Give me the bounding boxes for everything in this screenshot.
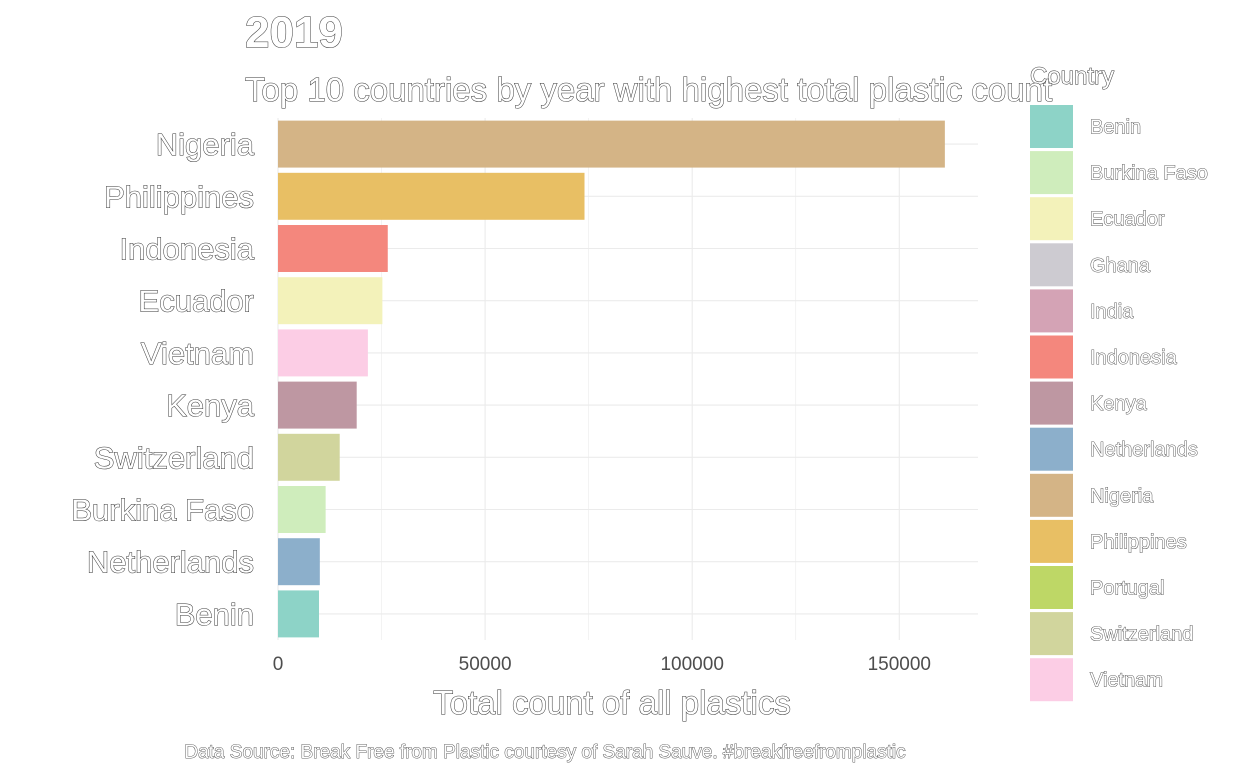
legend-item-label: Portugal xyxy=(1090,578,1165,600)
legend-swatch xyxy=(1030,197,1073,241)
legend-item-label: Kenya xyxy=(1090,393,1148,415)
legend-swatch xyxy=(1030,151,1073,195)
bar-nigeria xyxy=(278,120,945,168)
legend-item-label: Nigeria xyxy=(1090,485,1154,507)
legend-swatch xyxy=(1030,612,1073,656)
bar-benin xyxy=(278,590,320,638)
legend-item-label: Burkina Faso xyxy=(1090,163,1208,185)
chart-caption: Data Source: Break Free from Plastic cou… xyxy=(184,742,905,763)
y-tick-label: Benin xyxy=(175,597,254,632)
y-tick-label: Kenya xyxy=(166,388,255,423)
x-tick-label: 150000 xyxy=(868,654,931,675)
bars xyxy=(278,120,945,638)
legend-item-label: Switzerland xyxy=(1090,624,1193,646)
legend-item-label: Vietnam xyxy=(1090,670,1163,692)
x-tick-label: 0 xyxy=(273,654,284,675)
chart-title: 2019 xyxy=(245,8,343,57)
legend-item-label: Indonesia xyxy=(1090,347,1178,369)
y-tick-labels: Nigeria Philippines Indonesia Ecuador Vietna… xyxy=(71,127,255,633)
legend-item-label: Netherlands xyxy=(1090,439,1198,461)
legend-item-label: India xyxy=(1090,301,1134,323)
y-tick-label: Ecuador xyxy=(139,284,254,319)
bar-kenya xyxy=(278,381,357,429)
legend-swatch xyxy=(1030,473,1073,517)
legend-swatch xyxy=(1030,427,1073,471)
y-tick-label: Nigeria xyxy=(156,127,255,162)
legend-swatch xyxy=(1030,105,1073,148)
y-tick-label: Netherlands xyxy=(87,545,254,580)
bar-ecuador xyxy=(278,277,383,325)
y-tick-label: Indonesia xyxy=(120,232,255,267)
y-tick-label: Philippines xyxy=(104,179,254,214)
bar-philippines xyxy=(278,172,585,220)
legend-swatch xyxy=(1030,519,1073,563)
bar-vietnam xyxy=(278,329,368,377)
legend-swatch xyxy=(1030,243,1073,287)
bar-switzerland xyxy=(278,433,340,481)
legend-swatch xyxy=(1030,381,1073,425)
bar-burkina-faso xyxy=(278,486,326,533)
grid-lines xyxy=(277,118,978,640)
legend-swatch xyxy=(1030,566,1073,609)
y-tick-label: Burkina Faso xyxy=(71,493,254,528)
x-tick-labels: 0 50000 100000 150000 xyxy=(273,654,931,675)
legend-item-label: Philippines xyxy=(1090,531,1187,553)
legend-swatch xyxy=(1030,335,1073,379)
x-axis-label: Total count of all plastics xyxy=(433,684,791,721)
x-tick-label: 50000 xyxy=(459,654,512,675)
x-tick-label: 100000 xyxy=(660,654,723,675)
legend: Country Benin Burkina Faso Ecuador Ghana Indi… xyxy=(1030,63,1208,702)
legend-item-label: Benin xyxy=(1090,117,1141,139)
legend-swatch xyxy=(1030,658,1073,702)
legend-title: Country xyxy=(1030,63,1114,90)
chart-subtitle: Top 10 countries by year with highest to… xyxy=(245,71,1052,108)
legend-swatch xyxy=(1030,289,1073,333)
bar-netherlands xyxy=(278,538,320,586)
y-tick-label: Vietnam xyxy=(141,336,254,371)
y-tick-label: Switzerland xyxy=(94,440,254,475)
legend-item-label: Ghana xyxy=(1090,255,1151,277)
legend-item-label: Ecuador xyxy=(1090,209,1165,231)
bar-indonesia xyxy=(278,225,388,272)
